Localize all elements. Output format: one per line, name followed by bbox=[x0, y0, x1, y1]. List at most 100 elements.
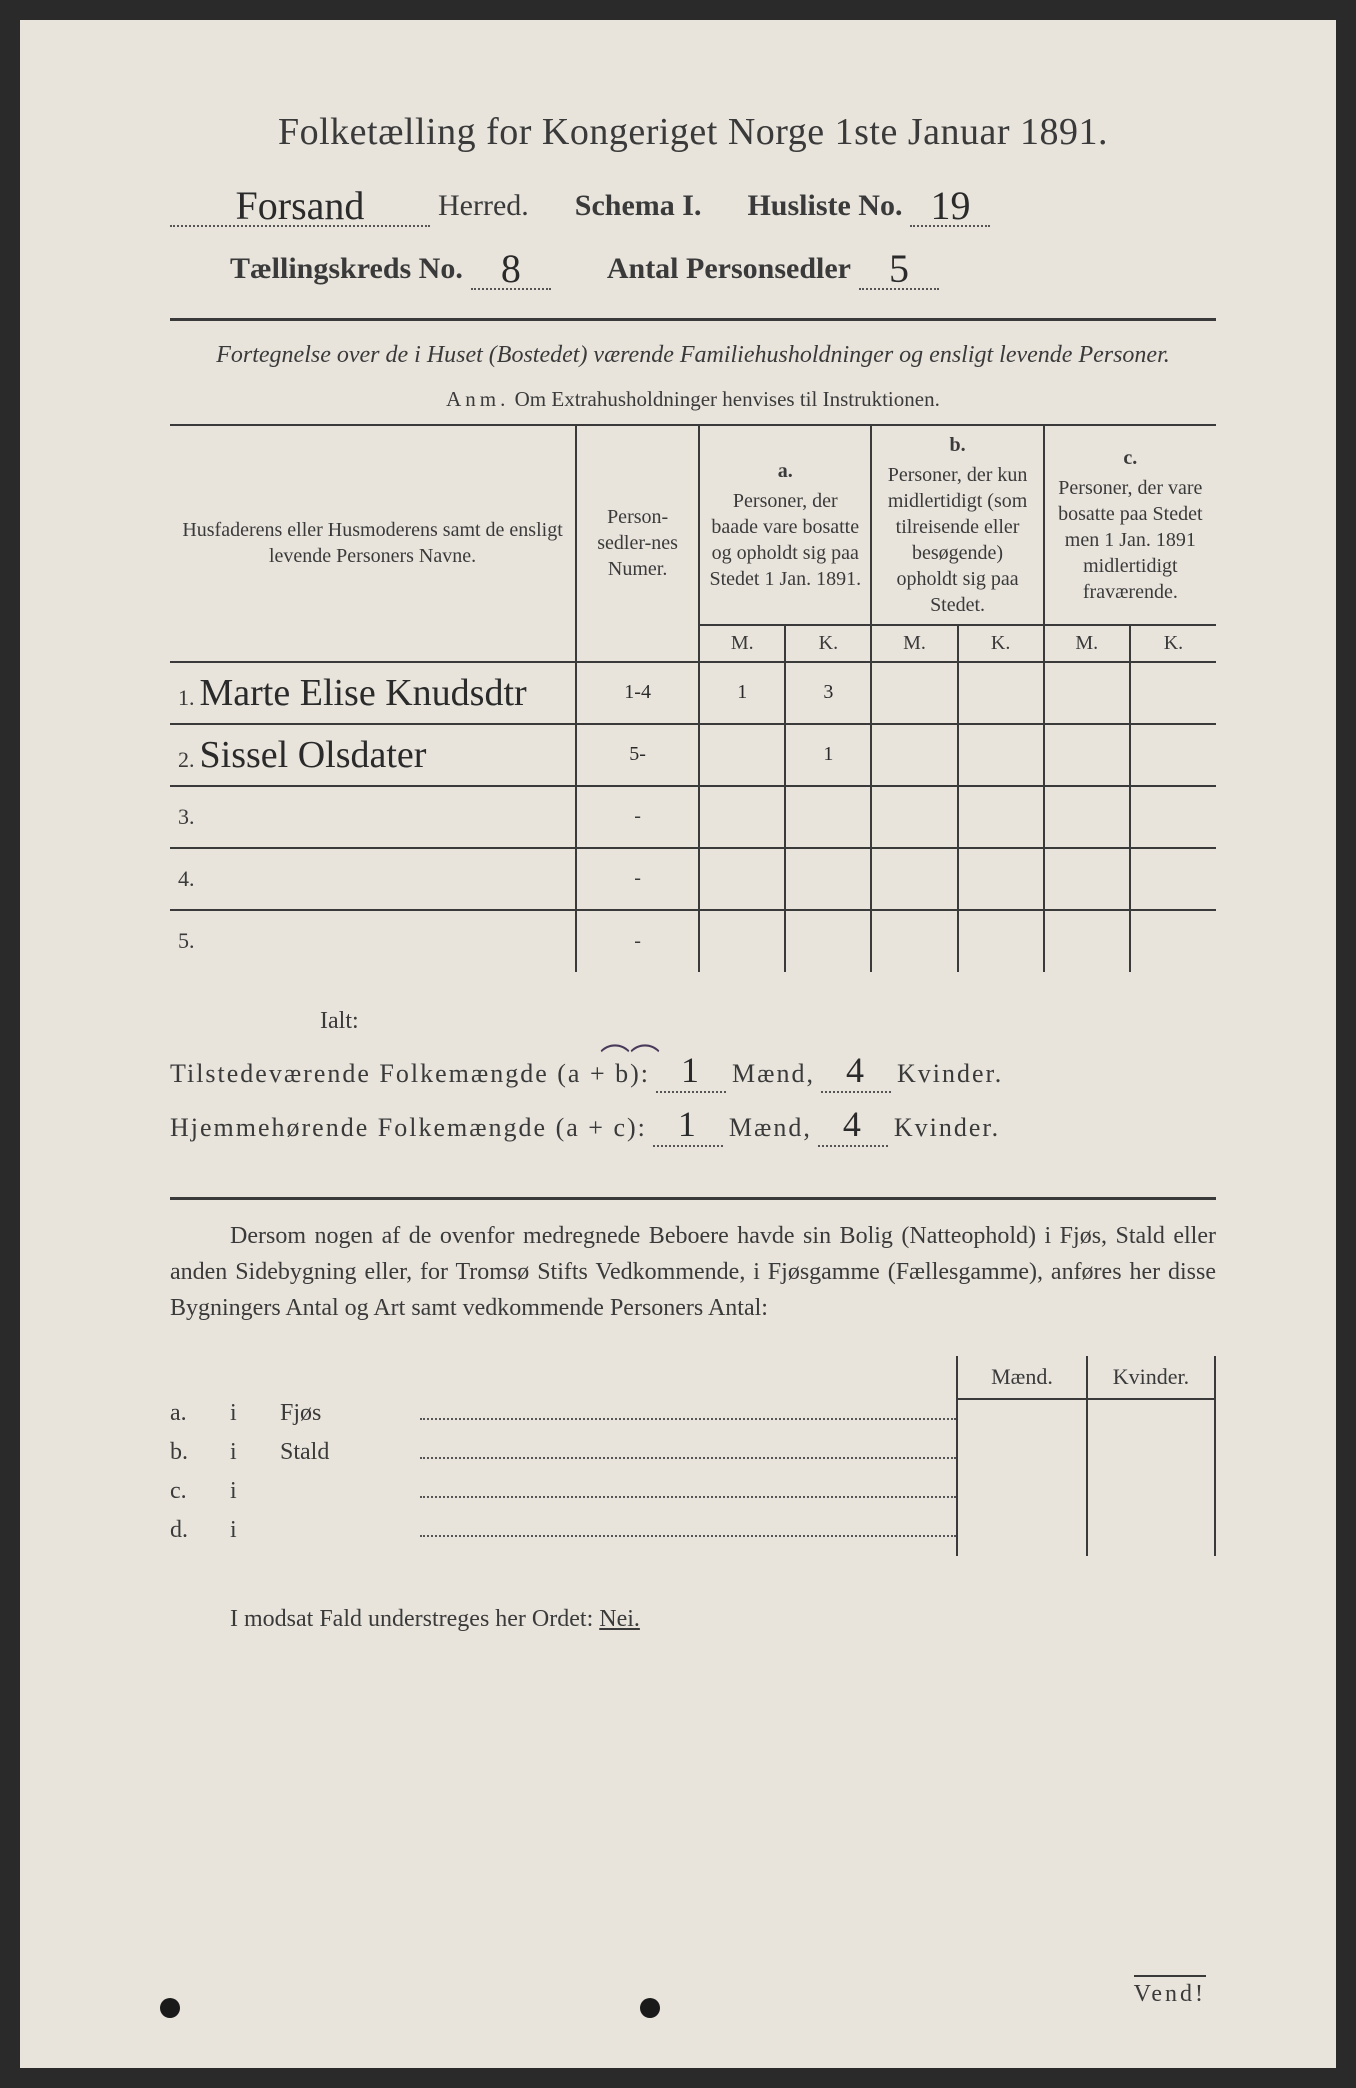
col-a-text: Personer, der baade vare bosatte og opho… bbox=[709, 490, 861, 590]
vend-label: Vend! bbox=[1134, 1975, 1206, 2008]
out-row: c. i bbox=[170, 1478, 956, 1505]
out-i: i bbox=[230, 1439, 280, 1466]
present-men: 1 bbox=[681, 1050, 701, 1090]
col-a-label: a. bbox=[708, 458, 862, 484]
row-ck bbox=[1130, 724, 1216, 786]
nei-line: I modsat Fald understreges her Ordet: Ne… bbox=[170, 1606, 1216, 1633]
out-row: d. i bbox=[170, 1517, 956, 1544]
divider bbox=[170, 1197, 1216, 1200]
out-name: Fjøs bbox=[280, 1400, 420, 1427]
out-i: i bbox=[230, 1517, 280, 1544]
row-num: 2. bbox=[178, 747, 195, 772]
out-dots bbox=[420, 1457, 956, 1459]
punch-hole-icon bbox=[640, 1998, 660, 2018]
kreds-value: 8 bbox=[501, 245, 521, 292]
row-num: 5. bbox=[178, 928, 195, 953]
out-head-men: Mænd. bbox=[958, 1356, 1086, 1400]
present-women: 4 bbox=[846, 1050, 866, 1090]
anm-label: Anm. bbox=[446, 387, 509, 411]
row-ck bbox=[1130, 662, 1216, 724]
present-women-field: 4 bbox=[821, 1049, 891, 1093]
anm-text: Om Extrahusholdninger henvises til Instr… bbox=[515, 387, 940, 411]
resident-women-field: 4 bbox=[818, 1103, 888, 1147]
col-b-text: Personer, der kun midlertidigt (som tilr… bbox=[888, 464, 1028, 616]
col-c-k: K. bbox=[1130, 625, 1216, 662]
scribble-mark: ⌒⌒ bbox=[600, 1035, 660, 1079]
col-c-m: M. bbox=[1044, 625, 1130, 662]
col-a-m: M. bbox=[699, 625, 785, 662]
row-num-cell: - bbox=[576, 848, 699, 910]
col-c-header: c. Personer, der vare bosatte paa Stedet… bbox=[1044, 425, 1216, 625]
outbuilding-table: a. i Fjøs b. i Stald c. i d. i bbox=[170, 1356, 1216, 1556]
row-bm bbox=[871, 724, 957, 786]
row-cm bbox=[1044, 724, 1130, 786]
present-label: Tilstedeværende Folkemængde (a + b): bbox=[170, 1059, 650, 1089]
col-names-header: Husfaderens eller Husmoderens samt de en… bbox=[170, 425, 576, 662]
present-men-field: 1 bbox=[656, 1049, 726, 1093]
punch-hole-icon bbox=[160, 1998, 180, 2018]
table-row: 5. - bbox=[170, 910, 1216, 972]
out-col-men: Mænd. bbox=[956, 1356, 1086, 1556]
header-row-1: Forsand Herred. Schema I. Husliste No. 1… bbox=[170, 178, 1216, 227]
page-title: Folketælling for Kongeriget Norge 1ste J… bbox=[170, 110, 1216, 154]
col-c-label: c. bbox=[1053, 445, 1208, 471]
maend-label: Mænd, bbox=[732, 1059, 815, 1089]
row-am: 1 bbox=[699, 662, 785, 724]
resident-men-field: 1 bbox=[653, 1103, 723, 1147]
out-dots bbox=[420, 1496, 956, 1498]
table-row: 3. - bbox=[170, 786, 1216, 848]
out-name: Stald bbox=[280, 1439, 420, 1466]
maend-label: Mænd, bbox=[729, 1113, 812, 1143]
out-letter: a. bbox=[170, 1400, 230, 1427]
row-bk bbox=[958, 662, 1044, 724]
husliste-value: 19 bbox=[930, 182, 970, 229]
total-present-line: Tilstedeværende Folkemængde (a + b): 1 M… bbox=[170, 1049, 1216, 1093]
row-num-cell: 1-4 bbox=[576, 662, 699, 724]
divider bbox=[170, 318, 1216, 321]
herred-label: Herred. bbox=[438, 189, 529, 223]
out-letter: c. bbox=[170, 1478, 230, 1505]
row-cm bbox=[1044, 662, 1130, 724]
row-am bbox=[699, 724, 785, 786]
husliste-label: Husliste No. bbox=[747, 189, 902, 223]
census-form-page: Folketælling for Kongeriget Norge 1ste J… bbox=[20, 20, 1336, 2068]
out-row: b. i Stald bbox=[170, 1439, 956, 1466]
row-ak: 3 bbox=[785, 662, 871, 724]
header-row-2: Tællingskreds No. 8 Antal Personsedler 5 bbox=[170, 241, 1216, 290]
col-b-label: b. bbox=[880, 432, 1034, 458]
col-c-text: Personer, der vare bosatte paa Stedet me… bbox=[1058, 477, 1202, 603]
row-num-cell: - bbox=[576, 786, 699, 848]
out-i: i bbox=[230, 1400, 280, 1427]
resident-label: Hjemmehørende Folkemængde (a + c): bbox=[170, 1113, 647, 1143]
row-num: 3. bbox=[178, 804, 195, 829]
resident-men: 1 bbox=[678, 1104, 698, 1144]
nei-pre: I modsat Fald understreges her Ordet: bbox=[230, 1606, 599, 1632]
out-dots bbox=[420, 1535, 956, 1537]
col-b-header: b. Personer, der kun midlertidigt (som t… bbox=[871, 425, 1043, 625]
col-num-text: Person-sedler-nes Numer. bbox=[597, 506, 678, 580]
row-ak: 1 bbox=[785, 724, 871, 786]
outbuilding-cols: Mænd. Kvinder. bbox=[956, 1356, 1216, 1556]
kreds-field: 8 bbox=[471, 241, 551, 290]
subtitle: Fortegnelse over de i Huset (Bostedet) v… bbox=[170, 339, 1216, 373]
table-row: 4. - bbox=[170, 848, 1216, 910]
row-num: 1. bbox=[178, 685, 195, 710]
out-letter: d. bbox=[170, 1517, 230, 1544]
row-num-cell: 5- bbox=[576, 724, 699, 786]
antal-field: 5 bbox=[859, 241, 939, 290]
row-name: Marte Elise Knudsdtr bbox=[200, 672, 527, 714]
row-bm bbox=[871, 662, 957, 724]
col-b-k: K. bbox=[958, 625, 1044, 662]
herred-value: Forsand bbox=[236, 182, 365, 229]
totals-block: Ialt: Tilstedeværende Folkemængde (a + b… bbox=[170, 1008, 1216, 1147]
out-letter: b. bbox=[170, 1439, 230, 1466]
out-dots bbox=[420, 1418, 956, 1420]
out-i: i bbox=[230, 1478, 280, 1505]
antal-value: 5 bbox=[889, 245, 909, 292]
row-num-cell: - bbox=[576, 910, 699, 972]
out-head-women: Kvinder. bbox=[1088, 1356, 1214, 1400]
col-a-k: K. bbox=[785, 625, 871, 662]
col-num-header: Person-sedler-nes Numer. bbox=[576, 425, 699, 662]
herred-field: Forsand bbox=[170, 178, 430, 227]
anm-line: Anm. Om Extrahusholdninger henvises til … bbox=[170, 387, 1216, 412]
